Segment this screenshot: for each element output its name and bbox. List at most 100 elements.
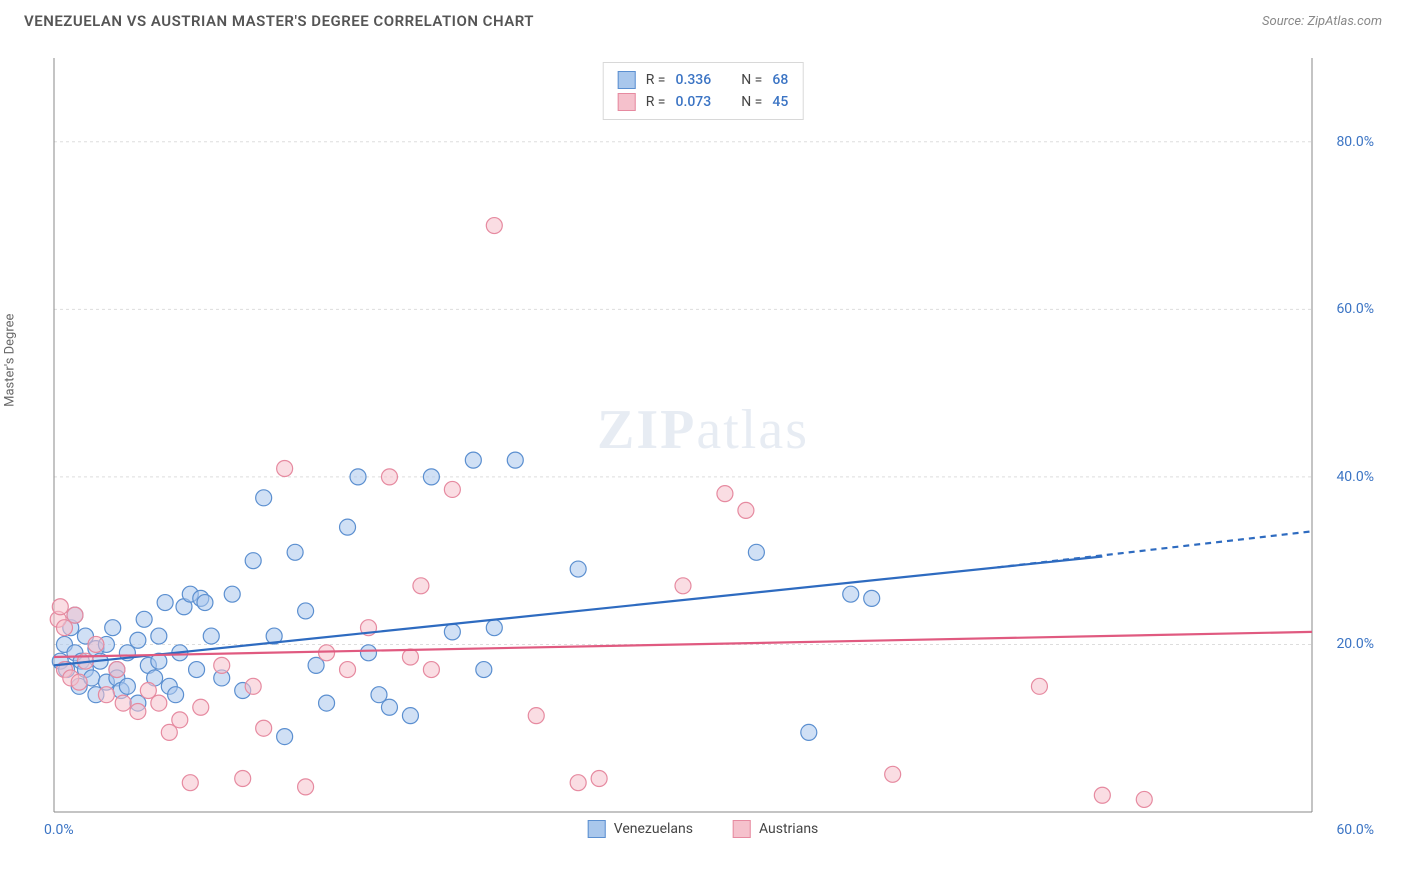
y-tick-label: 40.0%	[1336, 469, 1374, 485]
data-point	[319, 695, 335, 711]
legend-swatch	[733, 820, 751, 838]
data-point	[189, 662, 205, 678]
data-point	[423, 662, 439, 678]
data-point	[507, 452, 523, 468]
legend-item: Austrians	[733, 820, 818, 838]
data-point	[245, 553, 261, 569]
data-point	[476, 662, 492, 678]
stats-row: R = 0.336 N = 68	[618, 69, 789, 91]
data-point	[402, 649, 418, 665]
stat-n-value: 68	[772, 72, 788, 88]
data-point	[67, 607, 83, 623]
data-point	[203, 628, 219, 644]
data-point	[381, 699, 397, 715]
data-point	[136, 611, 152, 627]
stat-r-value: 0.073	[676, 94, 712, 110]
series-swatch	[618, 93, 636, 111]
data-point	[340, 519, 356, 535]
y-tick-label: 20.0%	[1336, 636, 1374, 652]
data-point	[98, 687, 114, 703]
data-point	[1094, 787, 1110, 803]
data-point	[340, 662, 356, 678]
legend-item: Venezuelans	[588, 820, 693, 838]
data-point	[277, 461, 293, 477]
x-tick-max: 60.0%	[1336, 822, 1374, 838]
data-point	[570, 561, 586, 577]
data-point	[748, 544, 764, 560]
data-point	[864, 590, 880, 606]
data-point	[350, 469, 366, 485]
chart-header: VENEZUELAN VS AUSTRIAN MASTER'S DEGREE C…	[0, 0, 1406, 38]
stats-row: R = 0.073 N = 45	[618, 91, 789, 113]
y-axis-label: Master's Degree	[3, 314, 18, 407]
y-tick-label: 80.0%	[1336, 134, 1374, 150]
data-point	[119, 678, 135, 694]
data-point	[298, 779, 314, 795]
data-point	[245, 678, 261, 694]
stat-r-label: R =	[646, 94, 666, 110]
data-point	[444, 481, 460, 497]
data-point	[71, 674, 87, 690]
data-point	[801, 724, 817, 740]
legend-label: Austrians	[759, 821, 818, 837]
data-point	[52, 599, 68, 615]
data-point	[256, 490, 272, 506]
source-name: ZipAtlas.com	[1307, 14, 1382, 29]
data-point	[214, 657, 230, 673]
bottom-legend: Venezuelans Austrians	[588, 820, 819, 838]
data-point	[172, 712, 188, 728]
data-point	[486, 218, 502, 234]
data-point	[277, 729, 293, 745]
chart-container: Master's Degree ZIPatlas R = 0.336 N = 6…	[24, 44, 1382, 848]
data-point	[235, 770, 251, 786]
x-tick-min: 0.0%	[44, 822, 74, 838]
data-point	[423, 469, 439, 485]
data-point	[151, 628, 167, 644]
data-point	[105, 620, 121, 636]
data-point	[151, 695, 167, 711]
trend-line-extrapolated	[998, 531, 1313, 567]
stat-r-value: 0.336	[676, 72, 712, 88]
data-point	[381, 469, 397, 485]
data-point	[402, 708, 418, 724]
stat-n-value: 45	[772, 94, 788, 110]
legend-label: Venezuelans	[614, 821, 693, 837]
data-point	[130, 703, 146, 719]
data-point	[224, 586, 240, 602]
data-point	[109, 662, 125, 678]
data-point	[130, 632, 146, 648]
legend-swatch	[588, 820, 606, 838]
data-point	[675, 578, 691, 594]
data-point	[717, 486, 733, 502]
chart-title: VENEZUELAN VS AUSTRIAN MASTER'S DEGREE C…	[24, 12, 534, 30]
data-point	[157, 595, 173, 611]
source-attribution: Source: ZipAtlas.com	[1262, 14, 1382, 29]
data-point	[738, 502, 754, 518]
scatter-plot	[24, 44, 1382, 848]
series-swatch	[618, 71, 636, 89]
stat-n-label: N =	[741, 94, 762, 110]
data-point	[88, 636, 104, 652]
data-point	[361, 645, 377, 661]
data-point	[1031, 678, 1047, 694]
y-tick-label: 60.0%	[1336, 301, 1374, 317]
data-point	[197, 595, 213, 611]
data-point	[256, 720, 272, 736]
data-point	[843, 586, 859, 602]
data-point	[115, 695, 131, 711]
source-label: Source:	[1262, 14, 1304, 29]
data-point	[885, 766, 901, 782]
data-point	[193, 699, 209, 715]
data-point	[168, 687, 184, 703]
stat-r-label: R =	[646, 72, 666, 88]
correlation-stats-box: R = 0.336 N = 68 R = 0.073 N = 45	[603, 62, 804, 120]
stat-n-label: N =	[741, 72, 762, 88]
data-point	[319, 645, 335, 661]
data-point	[444, 624, 460, 640]
data-point	[591, 770, 607, 786]
data-point	[298, 603, 314, 619]
data-point	[287, 544, 303, 560]
data-point	[486, 620, 502, 636]
data-point	[413, 578, 429, 594]
data-point	[465, 452, 481, 468]
